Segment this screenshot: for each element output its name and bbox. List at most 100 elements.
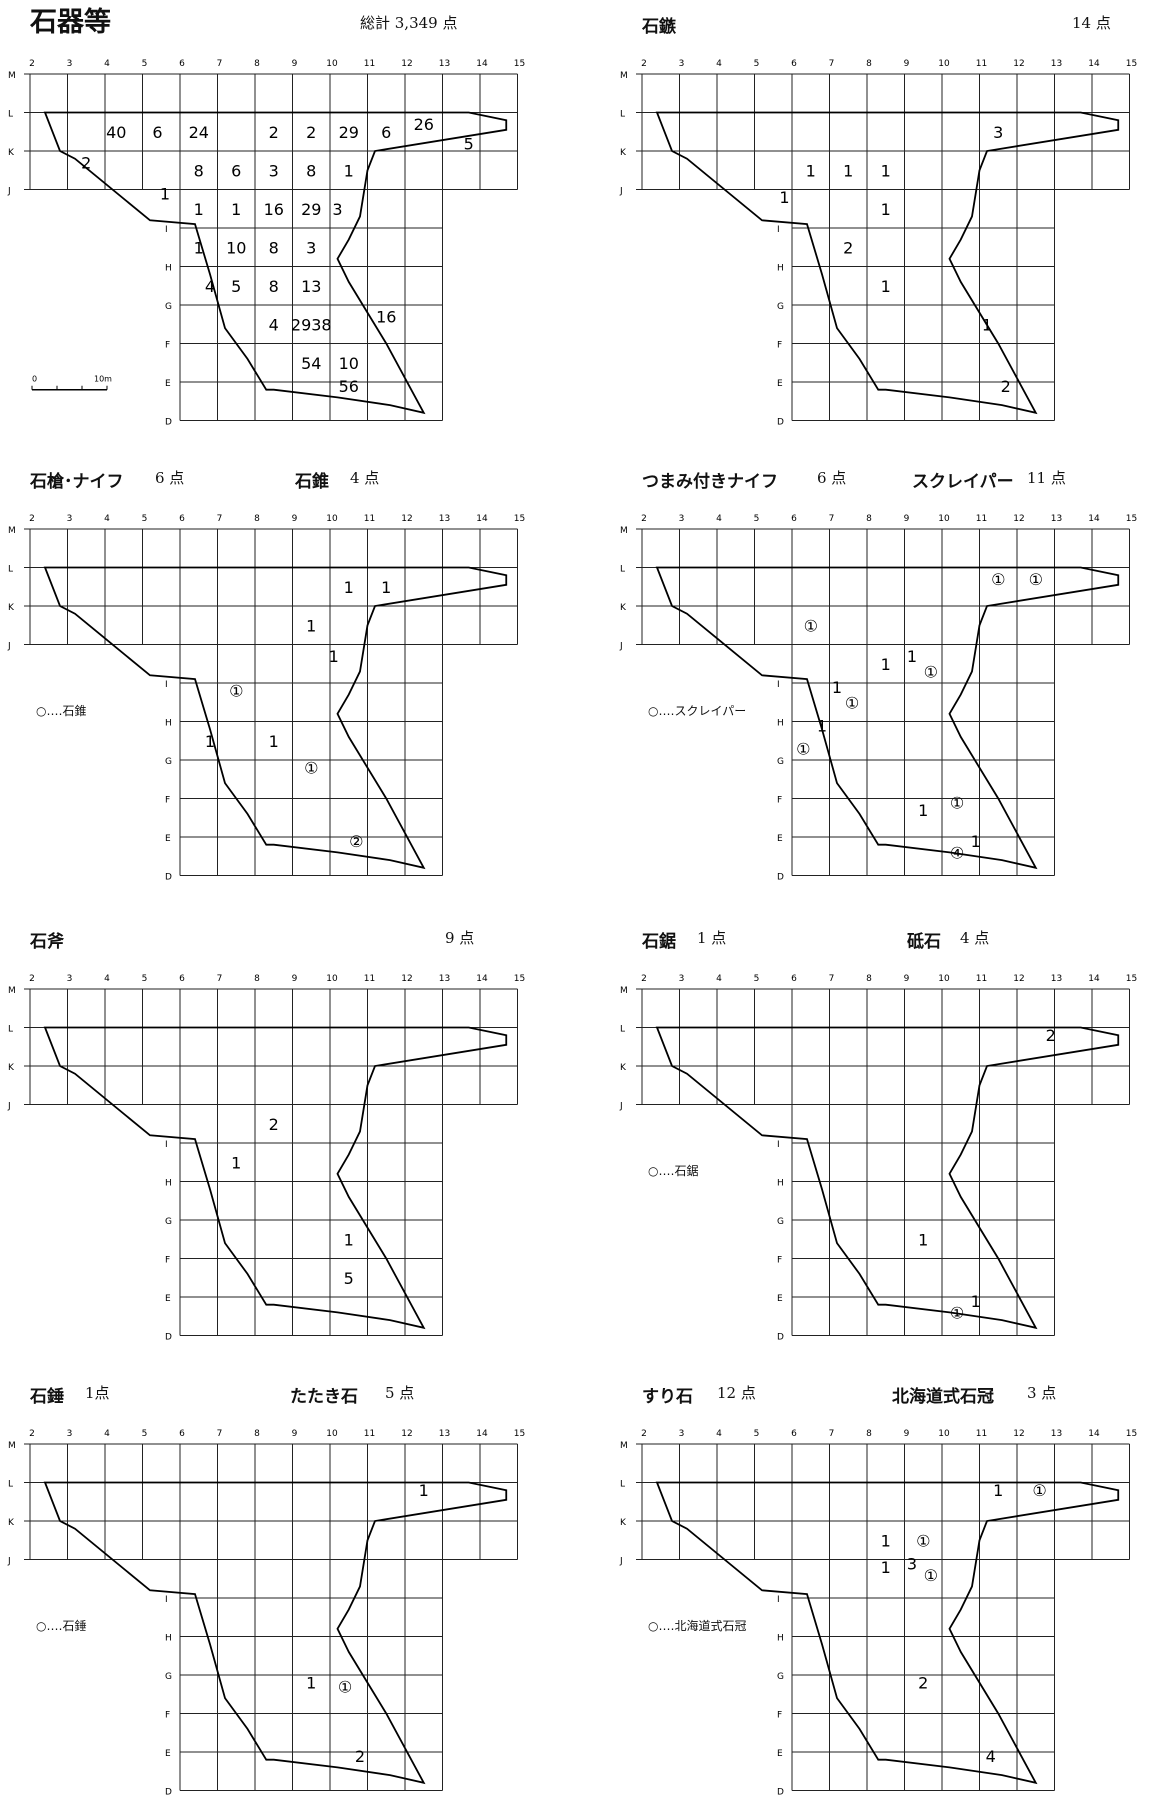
cell-count: 1 (419, 1481, 429, 1500)
column-label: 12 (1013, 1429, 1024, 1439)
column-label: 6 (179, 59, 185, 69)
row-label: I (777, 1140, 780, 1150)
row-label: G (165, 757, 172, 767)
cell-count: 1 (881, 277, 891, 296)
column-label: 9 (904, 974, 910, 984)
cell-count: 10 (226, 238, 246, 257)
column-label: 13 (439, 1429, 450, 1439)
cell-count: ① (804, 616, 818, 635)
cell-count: 1 (843, 161, 853, 180)
cell-count: ④ (950, 843, 964, 862)
column-label: 4 (104, 974, 110, 984)
column-label: 12 (1013, 514, 1024, 524)
column-label: 7 (217, 514, 223, 524)
column-label: 9 (292, 514, 298, 524)
count-label: 4 点 (350, 469, 380, 487)
cell-count: 16 (376, 308, 396, 327)
cell-count: 4 (986, 1747, 996, 1766)
column-label: 4 (716, 1429, 722, 1439)
row-label: M (620, 1441, 628, 1451)
cell-count: 1 (832, 678, 842, 697)
column-label: 7 (829, 974, 835, 984)
cell-count: 29 (339, 123, 359, 142)
row-label: H (165, 1634, 172, 1644)
column-label: 15 (1126, 1429, 1137, 1439)
cell-count: 5 (344, 1269, 354, 1288)
panel-title: 石錘 (30, 1387, 64, 1407)
column-label: 8 (254, 59, 260, 69)
count-label: 11 点 (1027, 469, 1066, 487)
panel-spear-knife-awl: 石槍･ナイフ 6 点石錐 4 点 2 3 4 5 6 7 8 9 10 11 12 13 14 15 M L K J I H… (0, 455, 560, 895)
cell-count: 5 (464, 134, 474, 153)
cell-count: 2 (306, 123, 316, 142)
cell-count: ① (338, 1678, 352, 1697)
row-label: F (777, 796, 782, 806)
column-label: 3 (679, 514, 685, 524)
column-label: 12 (401, 1429, 412, 1439)
row-label: J (7, 642, 11, 652)
cell-count: 1 (971, 832, 981, 851)
column-label: 5 (754, 514, 760, 524)
row-label: L (620, 1480, 625, 1490)
column-label: 2 (641, 1429, 647, 1439)
row-label: D (165, 873, 172, 883)
cell-count: 1 (306, 616, 316, 635)
row-label: K (620, 1063, 627, 1073)
row-label: J (619, 1557, 623, 1567)
column-label: 6 (791, 1429, 797, 1439)
cell-count: 3 (907, 1554, 917, 1573)
cell-count: ① (1029, 570, 1043, 589)
panel-stone-saw-whetstone: 石鋸 1 点砥石 4 点 2 3 4 5 6 7 8 9 10 11 12 13 14 15 M L K J I H G F E D… (612, 915, 1153, 1355)
count-label: 1 点 (697, 929, 727, 947)
column-label: 5 (754, 1429, 760, 1439)
site-boundary (655, 1481, 1120, 1785)
cell-count: 16 (264, 200, 284, 219)
legend: ○‥‥石錘 (36, 1619, 87, 1634)
cell-count: 3 (306, 238, 316, 257)
column-label: 15 (1126, 59, 1137, 69)
column-label: 14 (1088, 514, 1100, 524)
row-label: F (165, 796, 170, 806)
column-label: 3 (679, 1429, 685, 1439)
site-boundary (655, 111, 1120, 415)
panel-title: すり石 (642, 1387, 693, 1407)
cell-count: 1 (918, 1230, 928, 1249)
site-boundary (655, 1026, 1120, 1330)
row-label: K (620, 148, 627, 158)
column-label: 5 (754, 59, 760, 69)
cell-count: 1 (817, 716, 827, 735)
column-label: 14 (476, 1429, 488, 1439)
count-label: 6 点 (155, 469, 185, 487)
column-label: 11 (976, 59, 987, 69)
row-label: I (165, 1140, 168, 1150)
row-label: L (8, 1480, 13, 1490)
column-label: 10 (326, 974, 338, 984)
cell-count: 1 (194, 238, 204, 257)
column-label: 2 (641, 974, 647, 984)
column-label: 5 (142, 1429, 148, 1439)
row-label: H (777, 1179, 784, 1189)
row-label: G (165, 1217, 172, 1227)
cell-count: 5 (231, 277, 241, 296)
column-label: 9 (292, 1429, 298, 1439)
column-label: 6 (179, 1429, 185, 1439)
grid-lines (24, 73, 518, 421)
column-label: 4 (104, 1429, 110, 1439)
column-label: 3 (67, 514, 73, 524)
column-label: 9 (904, 59, 910, 69)
cell-count: ① (924, 662, 938, 681)
cell-count: 1 (344, 1230, 354, 1249)
count-label: 9 点 (445, 929, 475, 947)
panel-title: 石鋸 (642, 932, 676, 952)
count-label: 4 点 (960, 929, 990, 947)
cell-count: ① (950, 793, 964, 812)
row-label: M (620, 986, 628, 996)
cell-count: 54 (301, 354, 321, 373)
column-label: 4 (104, 514, 110, 524)
cell-count: 1 (918, 801, 928, 820)
column-label: 14 (476, 514, 488, 524)
panel-stone-axe: 石斧 9 点 2 3 4 5 6 7 8 9 10 11 12 13 14 15 M L K J I H G F E D 2 1 1 5 (0, 915, 560, 1355)
row-label: I (777, 1595, 780, 1605)
